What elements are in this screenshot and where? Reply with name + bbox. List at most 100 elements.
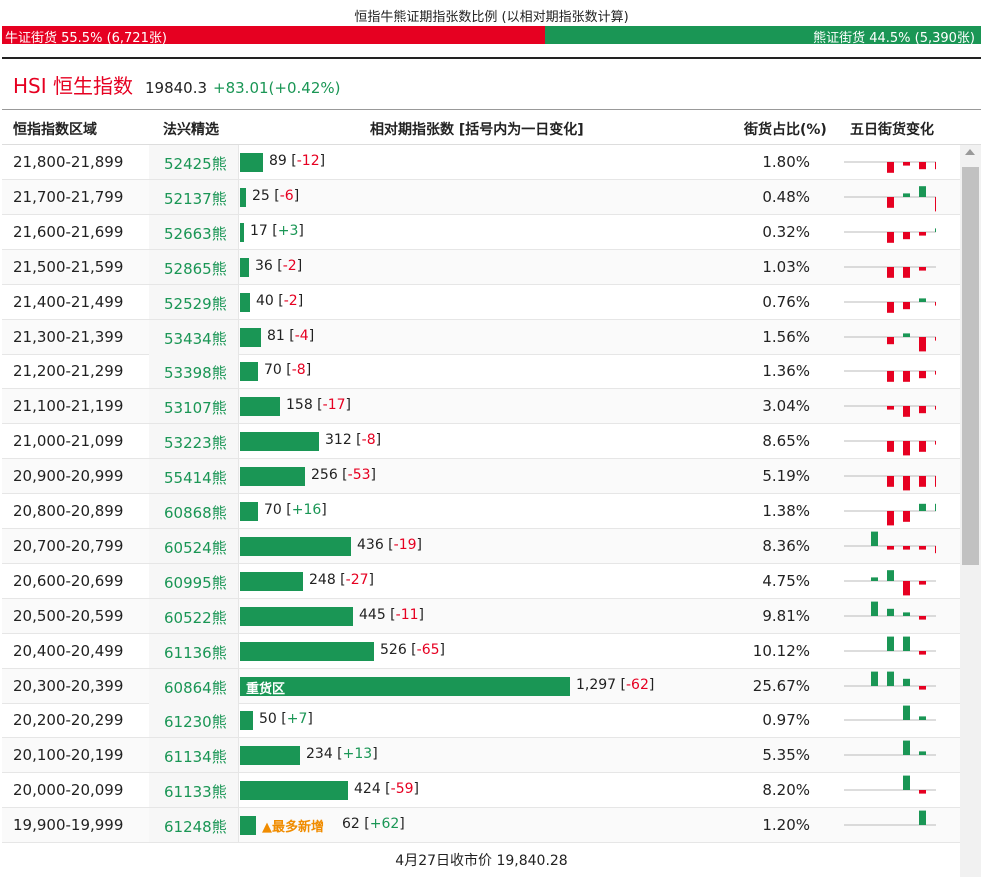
day-change-bar [887, 636, 894, 651]
header-contracts: 相对期指张数 [括号内为一日变化] [370, 122, 584, 138]
share-percent: 1.38% [762, 502, 810, 520]
table-row[interactable]: 20,500-20,599 60522熊 445 [-11] 9.81% [2, 598, 960, 634]
warrant-code-link[interactable]: 61133熊 [164, 783, 227, 802]
table-row[interactable]: 21,300-21,399 53434熊 81 [-4] 1.56% [2, 319, 960, 355]
warrant-code-link[interactable]: 52663熊 [164, 224, 227, 243]
bracket-open: [ [337, 746, 343, 763]
day-change-bar [919, 336, 926, 351]
pick-cell[interactable]: 61134熊 [149, 738, 239, 773]
day-change-bar [903, 612, 910, 616]
day-change-bar [903, 476, 910, 491]
range-cell: 20,300-20,399 [13, 676, 124, 695]
pick-cell[interactable]: 61136熊 [149, 633, 239, 668]
day-change-bar [919, 650, 926, 655]
pick-cell[interactable]: 53223熊 [149, 424, 239, 459]
bear-share-label: 熊证街货 44.5% (5,390张) [813, 31, 975, 46]
warrant-code-link[interactable]: 60522熊 [164, 608, 227, 627]
daily-change: -4 [294, 327, 309, 344]
pick-cell[interactable]: 61230熊 [149, 703, 239, 738]
day-change-bar [919, 503, 926, 511]
warrant-code-link[interactable]: 53223熊 [164, 434, 227, 453]
warrant-code-link[interactable]: 53434熊 [164, 329, 227, 348]
scroll-up-arrow-icon[interactable] [965, 149, 975, 155]
warrant-code-link[interactable]: 60864熊 [164, 678, 227, 697]
bracket-open: [ [620, 676, 626, 693]
pick-cell[interactable]: 60864熊 [149, 668, 239, 703]
warrant-code-link[interactable]: 60995熊 [164, 573, 227, 592]
five-day-change-chart [844, 440, 936, 456]
contracts-count: 158 [286, 397, 318, 414]
pick-cell[interactable]: 53107熊 [149, 389, 239, 424]
warrant-code-link[interactable]: 52425熊 [164, 155, 227, 173]
table-row[interactable]: 21,200-21,299 53398熊 70 [-8] 1.36% [2, 354, 960, 390]
share-percent: 0.97% [762, 711, 810, 730]
table-row[interactable]: 20,200-20,299 61230熊 50 [+7] 0.97% [2, 703, 960, 739]
pick-cell[interactable]: 61133熊 [149, 773, 239, 808]
contracts-value: 1,297 [-62] [576, 677, 654, 693]
share-percent: 0.48% [762, 187, 810, 206]
table-row[interactable]: 21,400-21,499 52529熊 40 [-2] 0.76% [2, 284, 960, 320]
warrant-code-link[interactable]: 61230熊 [164, 713, 227, 732]
five-day-change-chart [844, 332, 936, 351]
contracts-count: 424 [354, 781, 386, 798]
table-row[interactable]: 20,400-20,499 61136熊 526 [-65] 10.12% [2, 633, 960, 669]
warrant-code-link[interactable]: 61248熊 [164, 818, 227, 837]
table-row[interactable]: 20,700-20,799 60524熊 436 [-19] 8.36% [2, 528, 960, 564]
range-cell: 21,600-21,699 [13, 222, 124, 241]
table-row[interactable]: 21,600-21,699 52663熊 17 [+3] 0.32% [2, 214, 960, 250]
table-row[interactable]: 21,000-21,099 53223熊 312 [-8] 8.65% [2, 424, 960, 460]
pick-cell[interactable]: 52529熊 [149, 284, 239, 319]
day-change-bar [903, 193, 910, 197]
share-percent: 8.65% [762, 432, 810, 451]
pick-cell[interactable]: 55414熊 [149, 459, 239, 494]
warrant-code-link[interactable]: 53398熊 [164, 364, 227, 383]
warrant-code-link[interactable]: 61136熊 [164, 643, 227, 662]
table-row[interactable]: 21,100-21,199 53107熊 158 [-17] 3.04% [2, 389, 960, 425]
pick-cell[interactable]: 60524熊 [149, 528, 239, 563]
day-change-bar [887, 671, 894, 686]
range-cell: 21,000-21,099 [13, 432, 124, 451]
scroll-thumb[interactable] [962, 167, 979, 565]
contracts-value: 312 [-8] [325, 432, 381, 448]
warrant-code-link[interactable]: 61134熊 [164, 748, 227, 767]
warrant-code-link[interactable]: 52865熊 [164, 259, 227, 278]
day-change-bar [919, 266, 926, 271]
warrant-code-link[interactable]: 60524熊 [164, 538, 227, 557]
pick-cell[interactable]: 60995熊 [149, 563, 239, 598]
pick-cell[interactable]: 52137熊 [149, 179, 239, 214]
table-row[interactable]: 20,800-20,899 60868熊 70 [+16] 1.38% [2, 494, 960, 529]
daily-change: -12 [296, 153, 320, 169]
vertical-scrollbar[interactable] [960, 145, 981, 877]
pick-cell[interactable]: 60522熊 [149, 598, 239, 633]
bracket-close: ] [370, 467, 376, 484]
day-change-bar [871, 531, 878, 546]
table-row[interactable]: 20,300-20,399 60864熊 重货区 1,297 [-62] 25.67% [2, 668, 960, 704]
range-cell: 20,600-20,699 [13, 571, 124, 590]
day-change-bar [935, 196, 936, 212]
table-row[interactable]: 20,900-20,999 55414熊 256 [-53] 5.19% [2, 459, 960, 495]
day-change-bar [887, 231, 894, 243]
warrant-code-link[interactable]: 60868熊 [164, 504, 227, 522]
pick-cell[interactable]: 52865熊 [149, 249, 239, 284]
table-row[interactable]: 21,800-21,899 52425熊 89 [-12] 1.80% [2, 145, 960, 180]
pick-cell[interactable]: 60868熊 [149, 494, 239, 528]
warrant-code-link[interactable]: 55414熊 [164, 469, 227, 488]
contracts-bar [240, 187, 246, 207]
table-row[interactable]: 21,700-21,799 52137熊 25 [-6] 0.48% [2, 179, 960, 215]
pick-cell[interactable]: 61248熊 [149, 808, 239, 843]
five-day-change-chart [844, 671, 936, 690]
table-row[interactable]: 19,900-19,999 61248熊 ▲最多新增 62 [+62] 1.20% [2, 808, 960, 843]
pick-cell[interactable]: 53398熊 [149, 354, 239, 389]
table-row[interactable]: 20,000-20,099 61133熊 424 [-59] 8.20% [2, 773, 960, 809]
day-change-bar [903, 441, 910, 456]
table-row[interactable]: 21,500-21,599 52865熊 36 [-2] 1.03% [2, 249, 960, 285]
table-row[interactable]: 20,100-20,199 61134熊 234 [+13] 5.35% [2, 738, 960, 774]
contracts-bar [240, 467, 305, 487]
warrant-code-link[interactable]: 53107熊 [164, 399, 227, 418]
pick-cell[interactable]: 52663熊 [149, 214, 239, 249]
table-row[interactable]: 20,600-20,699 60995熊 248 [-27] 4.75% [2, 563, 960, 599]
pick-cell[interactable]: 52425熊 [149, 145, 239, 179]
warrant-code-link[interactable]: 52529熊 [164, 294, 227, 313]
pick-cell[interactable]: 53434熊 [149, 319, 239, 354]
warrant-code-link[interactable]: 52137熊 [164, 189, 227, 208]
